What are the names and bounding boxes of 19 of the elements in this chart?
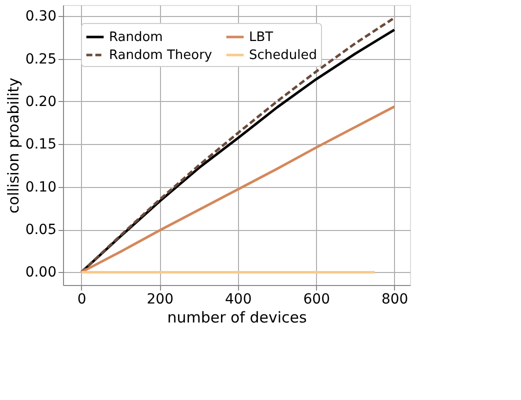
x-axis-title: number of devices	[167, 308, 307, 326]
x-tick-label: 600	[303, 292, 330, 308]
legend-label: LBT	[249, 30, 274, 45]
x-tick-label: 0	[77, 292, 86, 308]
legend-label: Random Theory	[109, 48, 212, 63]
line-series	[80, 105, 396, 274]
y-tick-label: 0.05	[25, 222, 56, 238]
x-tick-label: 800	[381, 292, 408, 308]
y-tick-label: 0.30	[25, 8, 56, 25]
y-tick-label: 0.25	[25, 51, 56, 68]
y-tick-label: 0.00	[25, 264, 56, 281]
x-tick-label: 400	[225, 292, 252, 308]
x-tick-label: 200	[146, 292, 174, 308]
y-tick-label: 0.15	[25, 136, 56, 153]
y-tick-label: 0.20	[25, 94, 56, 110]
legend-label: Random	[109, 30, 163, 45]
y-axis-title: collision proability	[4, 77, 22, 214]
y-tick-label: 0.10	[25, 179, 56, 196]
legend-label: Scheduled	[249, 48, 317, 63]
